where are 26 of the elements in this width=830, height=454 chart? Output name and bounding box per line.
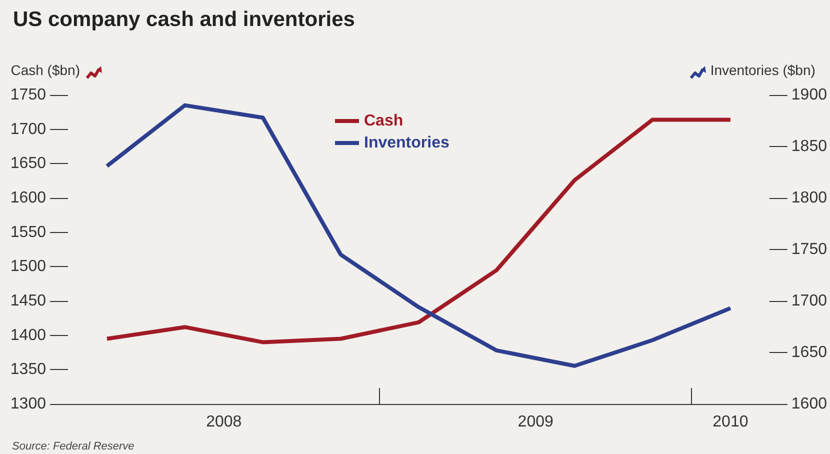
y-axis-title: Cash ($bn) (10, 62, 80, 78)
y-tick-label: 1400 (10, 326, 46, 344)
y-tick-label: 1450 (10, 292, 46, 310)
x-tick-label: 2009 (518, 414, 554, 430)
legend-label: Inventories (364, 134, 450, 152)
y-tick-label: 1600 (10, 190, 46, 206)
y2-tick-label: 1650 (791, 344, 828, 361)
y2-tick-label: 1850 (791, 138, 828, 155)
y2-tick-label: 1750 (791, 241, 828, 258)
y-tick-label: 1500 (10, 258, 46, 276)
y-tick-label: 1350 (10, 361, 46, 378)
y-tick-label: 1300 (10, 396, 46, 412)
y-tick-label: 1550 (10, 224, 46, 241)
y2-axis-title: Inventories ($bn) (710, 62, 816, 78)
y2-tick-label: 1800 (791, 190, 828, 206)
y2-tick-label: 1600 (791, 396, 828, 412)
y-tick-label: 1750 (10, 86, 46, 104)
x-tick-label: 2008 (206, 414, 242, 430)
y2-tick-label: 1900 (791, 86, 828, 104)
legend-label: Cash (364, 112, 404, 130)
source-note: Source: Federal Reserve (12, 440, 134, 452)
x-tick-label: 2010 (712, 414, 748, 430)
y-tick-label: 1650 (10, 155, 46, 172)
y2-tick-label: 1700 (791, 292, 828, 310)
y-tick-label: 1700 (10, 120, 46, 138)
chart-title: US company cash and inventories (13, 8, 355, 31)
